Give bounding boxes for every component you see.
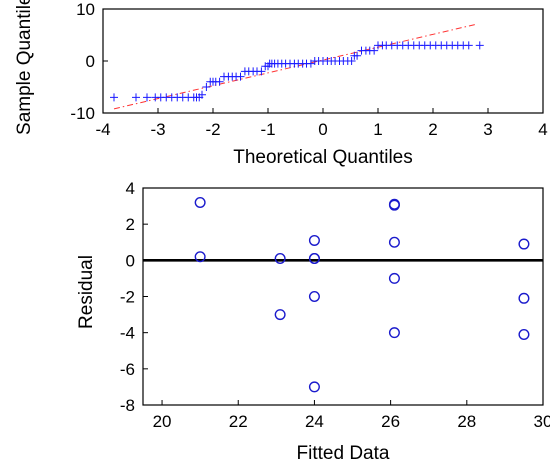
- x-tick-label: 30: [534, 412, 550, 431]
- residual-point: [518, 292, 530, 304]
- x-tick-label: 3: [483, 120, 492, 139]
- x-tick-label: 2: [428, 120, 437, 139]
- residual-point: [308, 253, 320, 265]
- qq-reference-line: [113, 23, 478, 110]
- residual-point: [518, 238, 530, 250]
- residual-point: [194, 251, 206, 263]
- qq-point: [202, 83, 211, 91]
- qq-point: [236, 72, 245, 81]
- x-tick-label: 28: [457, 412, 476, 431]
- qq-x-ticks: -4 -3 -2 -1 0 1 2 3 4: [95, 108, 548, 139]
- y-tick-label: 10: [76, 0, 95, 19]
- qq-point: [132, 93, 140, 102]
- qq-point: [257, 67, 266, 76]
- reference-line: [113, 23, 478, 110]
- residual-plot-frame: [142, 187, 544, 406]
- x-tick-label: -2: [205, 120, 220, 139]
- qq-y-ticks: 10 0 -10: [70, 0, 108, 123]
- x-tick-label: 22: [229, 412, 248, 431]
- y-tick-label: -6: [120, 360, 135, 379]
- residual-point: [308, 234, 320, 246]
- x-tick-label: 4: [538, 120, 547, 139]
- qq-point: [215, 77, 224, 86]
- y-tick-label: -2: [120, 288, 135, 307]
- qq-point: [143, 93, 151, 102]
- qq-plot: 100-10 -4 -3 -2 -1 0 1 2 3 4 Sample Quantiles Th…: [14, 0, 548, 168]
- qq-point: [347, 57, 356, 65]
- residual-point: [388, 272, 400, 284]
- y-tick-label: 2: [126, 215, 135, 234]
- x-tick-label: 20: [153, 412, 172, 431]
- y-tick-label: 4: [126, 179, 135, 198]
- residual-point: [274, 253, 286, 265]
- y-tick-label: -10: [70, 104, 95, 123]
- y-tick-label: 0: [126, 251, 135, 270]
- qq-point: [353, 51, 362, 60]
- qq-points: [110, 41, 484, 102]
- qq-point: [370, 46, 379, 55]
- qq-x-axis-label: Theoretical Quantiles: [233, 147, 413, 168]
- residual-point: [388, 327, 400, 339]
- x-tick-label: 26: [381, 412, 400, 431]
- residual-point: [308, 291, 320, 303]
- residual-y-ticks: 4 2 0 -2 -4 -6 -8: [120, 179, 148, 415]
- residual-point: [388, 236, 400, 248]
- residual-plot: 420-2-4-6-8 20 22 24 26 28 30 Residual Fitted…: [76, 179, 550, 464]
- residual-point: [308, 381, 320, 393]
- y-tick-label: -4: [120, 324, 135, 343]
- residual-points: [194, 196, 530, 393]
- residual-point: [388, 199, 400, 211]
- x-tick-label: -3: [150, 120, 165, 139]
- residual-x-ticks: 20 22 24 26 28 30: [153, 400, 550, 431]
- x-tick-label: 24: [305, 412, 324, 431]
- residual-point: [194, 196, 206, 208]
- x-tick-label: -1: [260, 120, 275, 139]
- residual-y-axis-label: Residual: [76, 255, 97, 329]
- y-tick-label: -8: [120, 396, 135, 415]
- qq-point: [110, 93, 118, 102]
- qq-point: [475, 41, 484, 50]
- qq-point: [464, 41, 473, 50]
- y-tick-label: 0: [86, 52, 95, 71]
- residual-point: [274, 309, 286, 321]
- x-tick-label: 0: [318, 120, 327, 139]
- x-tick-label: 1: [373, 120, 382, 139]
- qq-y-axis-label: Sample Quantiles: [14, 0, 35, 135]
- qq-point: [198, 90, 206, 99]
- residual-x-axis-label: Fitted Data: [297, 443, 390, 464]
- x-tick-label: -4: [95, 120, 110, 139]
- residual-point: [518, 328, 530, 340]
